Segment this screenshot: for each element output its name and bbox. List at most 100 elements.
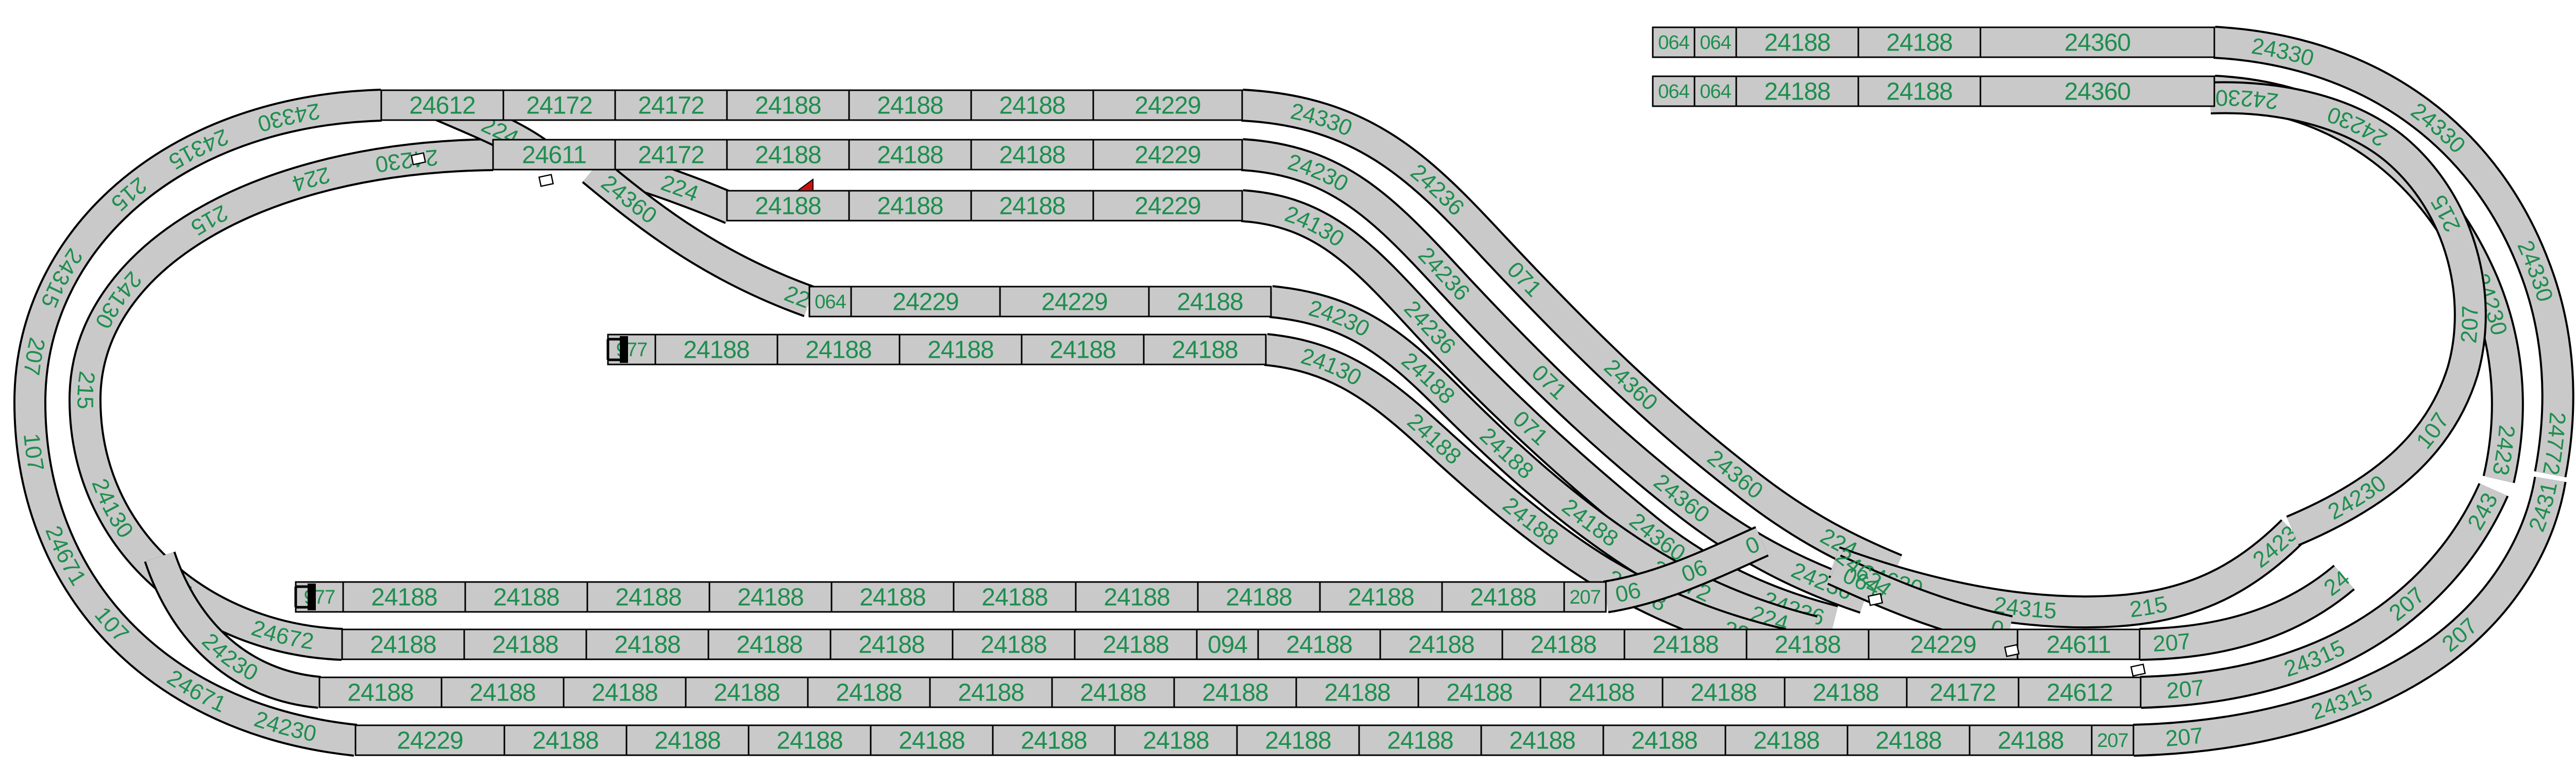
track-piece-24188[interactable]: 24188 — [1501, 628, 1625, 660]
track-piece-24188[interactable]: 24188 — [1846, 724, 1971, 756]
track-piece-24188[interactable]: 24188 — [726, 139, 850, 171]
track-piece-24188[interactable]: 24188 — [829, 628, 954, 660]
track-piece-24229[interactable]: 24229 — [1092, 190, 1243, 222]
track-piece-24188[interactable]: 24188 — [586, 581, 710, 613]
track-piece-24188[interactable]: 24188 — [1724, 724, 1849, 756]
track-piece-24188[interactable]: 24188 — [726, 190, 850, 222]
track-piece-24188[interactable]: 24188 — [1021, 334, 1145, 365]
track-piece-24229[interactable]: 24229 — [1092, 89, 1243, 121]
track-piece-24188[interactable]: 24188 — [899, 334, 1023, 365]
track-piece-24188[interactable]: 24188 — [463, 628, 587, 660]
track-piece-24188[interactable]: 24188 — [831, 581, 955, 613]
track-piece-24611[interactable]: 24611 — [2016, 628, 2141, 660]
track-piece-24188[interactable]: 24188 — [1539, 676, 1664, 708]
track-piece-064[interactable]: 064 — [1652, 75, 1696, 107]
track-piece-24188[interactable]: 24188 — [464, 581, 588, 613]
track-piece-24172[interactable]: 24172 — [614, 89, 728, 121]
track-piece-24188[interactable]: 24188 — [708, 581, 833, 613]
track-piece-24188[interactable]: 24188 — [1143, 334, 1267, 365]
track-piece-24188[interactable]: 24188 — [807, 676, 931, 708]
track-piece-24188[interactable]: 24188 — [1236, 724, 1360, 756]
track-piece-24188[interactable]: 24188 — [440, 676, 565, 708]
track-piece-24188[interactable]: 24188 — [848, 190, 972, 222]
track-piece-24188[interactable]: 24188 — [1257, 628, 1381, 660]
track-piece-24188[interactable]: 24188 — [1623, 628, 1748, 660]
track-piece-24229[interactable]: 24229 — [354, 724, 505, 756]
track-piece-24188[interactable]: 24188 — [929, 676, 1053, 708]
track-piece-24188[interactable]: 24188 — [1662, 676, 1786, 708]
track-piece-24188[interactable]: 24188 — [848, 139, 972, 171]
connection-warning-marker[interactable] — [795, 178, 814, 191]
track-piece-064[interactable]: 064 — [1693, 26, 1737, 58]
track-piece-24188[interactable]: 24188 — [707, 628, 832, 660]
track-piece-24188[interactable]: 24188 — [970, 139, 1094, 171]
track-piece-24188[interactable]: 24188 — [1857, 75, 1981, 107]
track-piece-207[interactable]: 207 — [2091, 724, 2134, 756]
track-piece-24188[interactable]: 24188 — [625, 724, 750, 756]
track-piece-24188[interactable]: 24188 — [654, 334, 778, 365]
track-piece-094[interactable]: 094 — [1196, 628, 1259, 660]
track-piece-24188[interactable]: 24188 — [1358, 724, 1482, 756]
turnout-lantern-icon[interactable] — [538, 174, 554, 187]
track-piece-064[interactable]: 064 — [808, 286, 852, 318]
track-piece-24188[interactable]: 24188 — [1379, 628, 1503, 660]
track-piece-24188[interactable]: 24188 — [563, 676, 687, 708]
track-piece-24360[interactable]: 24360 — [1979, 75, 2215, 107]
track-piece-24188[interactable]: 24188 — [342, 581, 466, 613]
track-piece-24172[interactable]: 24172 — [502, 89, 616, 121]
turnout-lantern-icon[interactable] — [2004, 644, 2020, 657]
buffer-stop-marker[interactable] — [606, 336, 628, 363]
track-run-right-loop-mid-upper[interactable]: 24230242302423024230 — [0, 0, 2524, 484]
track-piece-24188[interactable]: 24188 — [318, 676, 443, 708]
track-piece-24229[interactable]: 24229 — [1868, 628, 2019, 660]
track-piece-24612[interactable]: 24612 — [380, 89, 504, 121]
track-piece-24229[interactable]: 24229 — [1092, 139, 1243, 171]
track-piece-24188[interactable]: 24188 — [748, 724, 872, 756]
track-piece-207[interactable]: 207 — [1563, 581, 1607, 613]
track-piece-24172[interactable]: 24172 — [614, 139, 728, 171]
track-piece-24188[interactable]: 24188 — [953, 581, 1077, 613]
track-piece-24612[interactable]: 24612 — [2018, 676, 2142, 708]
buffer-stop-marker[interactable] — [294, 584, 316, 610]
track-piece-24188[interactable]: 24188 — [952, 628, 1076, 660]
track-piece-24188[interactable]: 24188 — [1602, 724, 1726, 756]
track-piece-24188[interactable]: 24188 — [1173, 676, 1297, 708]
track-piece-24188[interactable]: 24188 — [341, 628, 465, 660]
track-piece-24188[interactable]: 24188 — [1441, 581, 1565, 613]
track-piece-24611[interactable]: 24611 — [492, 139, 616, 171]
track-piece-24188[interactable]: 24188 — [685, 676, 809, 708]
track-piece-24188[interactable]: 24188 — [1148, 286, 1272, 318]
track-piece-24188[interactable]: 24188 — [1319, 581, 1443, 613]
track-piece-24360[interactable]: 24360 — [1979, 26, 2215, 58]
track-piece-24188[interactable]: 24188 — [1735, 75, 1859, 107]
track-piece-24188[interactable]: 24188 — [1857, 26, 1981, 58]
track-piece-977[interactable]: 977 — [295, 581, 344, 613]
track-piece-24188[interactable]: 24188 — [1074, 628, 1198, 660]
track-piece-24188[interactable]: 24188 — [585, 628, 709, 660]
track-piece-24188[interactable]: 24188 — [503, 724, 628, 756]
track-piece-24188[interactable]: 24188 — [870, 724, 994, 756]
track-piece-24188[interactable]: 24188 — [1075, 581, 1199, 613]
track-piece-24229[interactable]: 24229 — [999, 286, 1150, 318]
track-piece-24188[interactable]: 24188 — [1295, 676, 1419, 708]
turnout-lantern-icon[interactable] — [1867, 593, 1884, 606]
track-piece-24188[interactable]: 24188 — [726, 89, 850, 121]
track-run-left-loop-inner[interactable]: 24230224215241302152413010724672 — [68, 138, 494, 661]
track-piece-24172[interactable]: 24172 — [1906, 676, 2020, 708]
turnout-lantern-icon[interactable] — [410, 152, 427, 165]
track-piece-24188[interactable]: 24188 — [1114, 724, 1238, 756]
track-piece-24188[interactable]: 24188 — [1784, 676, 1908, 708]
track-piece-24188[interactable]: 24188 — [1735, 26, 1859, 58]
turnout-lantern-icon[interactable] — [2130, 663, 2146, 677]
track-piece-24188[interactable]: 24188 — [1480, 724, 1604, 756]
track-piece-24188[interactable]: 24188 — [992, 724, 1116, 756]
track-piece-24188[interactable]: 24188 — [776, 334, 901, 365]
track-piece-24188[interactable]: 24188 — [1969, 724, 2093, 756]
track-piece-24188[interactable]: 24188 — [970, 89, 1094, 121]
track-piece-24188[interactable]: 24188 — [1197, 581, 1321, 613]
track-piece-977[interactable]: 977 — [607, 334, 656, 365]
track-piece-24188[interactable]: 24188 — [1417, 676, 1541, 708]
track-piece-24188[interactable]: 24188 — [1745, 628, 1870, 660]
